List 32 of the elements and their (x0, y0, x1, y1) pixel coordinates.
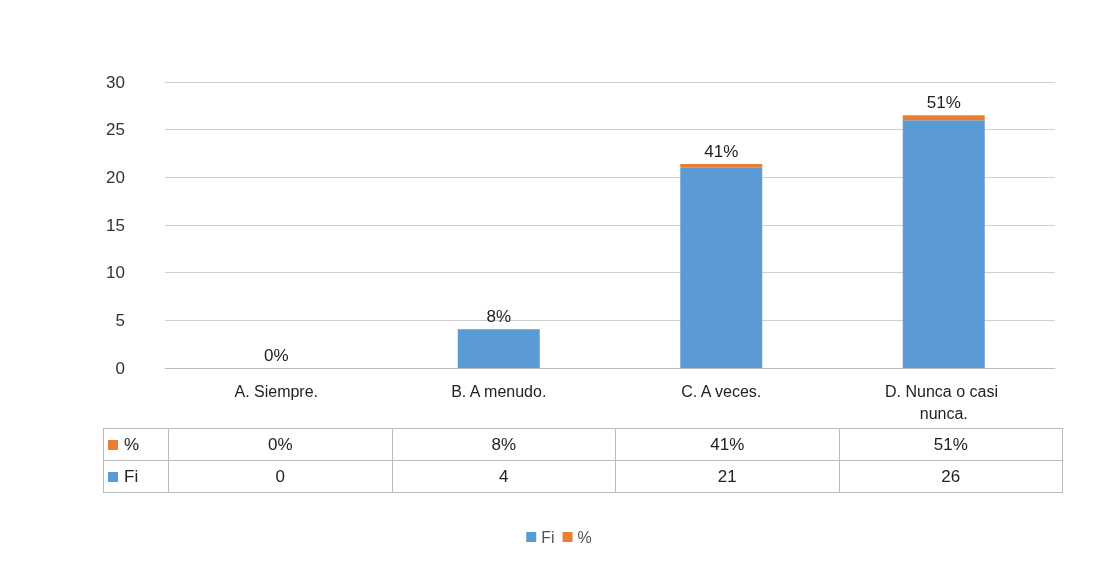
text: 0% (263, 346, 289, 365)
data-label: 4 (392, 460, 616, 493)
data-label: 8% (392, 428, 616, 461)
x-tick-label: A. Siempre. (234, 382, 319, 400)
text: 41% (704, 141, 739, 161)
data-label: 51% (839, 428, 1063, 461)
y-tick-label: 10 (106, 263, 125, 283)
bar (902, 120, 985, 368)
y-tick-label: 25 (106, 120, 125, 140)
x-tick-label: B. A menudo. (451, 382, 547, 400)
text: Fi (124, 466, 139, 486)
bar (457, 329, 540, 368)
data-label: 26 (839, 460, 1063, 493)
x-tick-label: D. Nunca o casi nunca. (885, 382, 1003, 422)
y-tick-label: 5 (115, 310, 125, 330)
text: 51% (926, 93, 961, 113)
data-label: 0 (168, 460, 392, 493)
data-label: 0% (168, 428, 392, 461)
y-tick-label: 30 (106, 72, 125, 92)
y-tick-label: 0 (115, 358, 125, 378)
bar (680, 167, 763, 368)
text: % (124, 434, 140, 454)
text: 8% (486, 307, 512, 327)
legend-label: % (577, 528, 592, 546)
data-label: 21 (615, 460, 839, 493)
bar (902, 115, 985, 121)
data-label: 41% (615, 428, 839, 461)
legend-label: Fi (541, 528, 555, 546)
x-tick-label: C. A veces. (681, 382, 762, 400)
y-tick-label: 15 (106, 215, 125, 235)
bar (680, 163, 763, 168)
y-tick-label: 20 (106, 167, 125, 187)
